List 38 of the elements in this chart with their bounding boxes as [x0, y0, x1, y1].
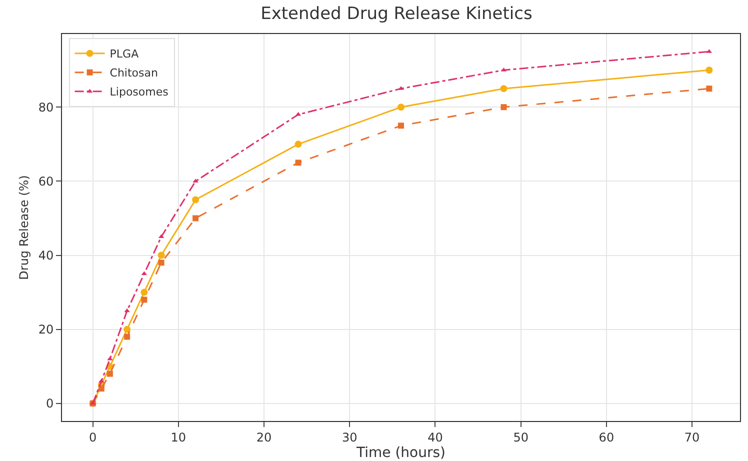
point	[706, 86, 712, 92]
point	[500, 104, 507, 110]
point	[106, 370, 113, 377]
point	[141, 296, 148, 303]
y-tick-label: 20	[38, 322, 54, 337]
x-tick-label: 50	[513, 430, 528, 444]
point	[98, 386, 104, 392]
point	[500, 85, 508, 92]
point	[706, 66, 713, 74]
point	[158, 252, 165, 259]
x-tick-label: 0	[89, 430, 97, 444]
legend-label: Chitosan	[110, 66, 158, 80]
y-tick-label: 60	[38, 174, 54, 188]
point	[295, 160, 302, 166]
point	[398, 104, 404, 111]
point	[192, 215, 199, 222]
point	[398, 122, 404, 129]
point	[158, 260, 164, 266]
x-tick-label: 10	[170, 430, 186, 444]
point	[294, 140, 302, 148]
point	[124, 308, 130, 312]
legend-label: PLGA	[110, 48, 140, 61]
y-tick-label: 0	[46, 396, 54, 411]
x-axis-title: Time (hours)	[356, 445, 446, 461]
point	[124, 326, 131, 333]
x-tick-label: 40	[428, 430, 443, 444]
point	[140, 288, 148, 296]
y-tick-label: 40	[38, 248, 54, 262]
y-tick-label: 80	[38, 100, 54, 114]
x-tick-label: 70	[684, 430, 700, 444]
legend-label: Liposomes	[110, 86, 169, 99]
point	[192, 196, 200, 204]
x-tick-label: 30	[342, 430, 358, 444]
x-tick-label: 60	[598, 430, 614, 444]
y-axis-title: Drug Release (%)	[17, 175, 31, 280]
x-tick-label: 20	[256, 430, 272, 444]
chart-title: Extended Drug Release Kinetics	[260, 4, 532, 24]
point	[124, 334, 130, 340]
